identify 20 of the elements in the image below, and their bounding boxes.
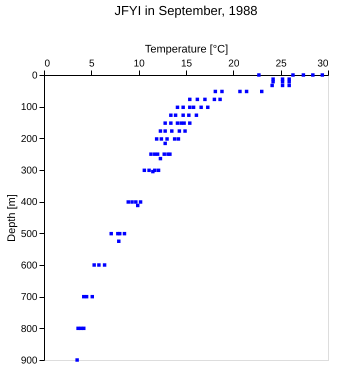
y-axis-title: Depth [m] xyxy=(6,194,18,242)
y-tick-label: 100 xyxy=(20,102,38,114)
x-tick-label: 25 xyxy=(276,58,288,70)
x-tick-label: 5 xyxy=(89,58,96,70)
y-tick-label: 700 xyxy=(20,292,38,304)
x-tick-label: 0 xyxy=(44,58,50,70)
chart-title: JFYI in September, 1988 xyxy=(114,3,258,18)
y-tick-label: 200 xyxy=(20,134,38,145)
y-tick-label: 300 xyxy=(20,166,38,176)
x-tick-label: 10 xyxy=(134,58,146,70)
x-axis-title: Temperature [°C] xyxy=(144,44,228,56)
x-tick-label: 20 xyxy=(228,58,240,70)
y-tick-label: 0 xyxy=(32,70,38,82)
x-tick-label: 30 xyxy=(317,58,329,70)
y-tick-label: 600 xyxy=(20,260,38,272)
y-tick-label: 900 xyxy=(20,356,38,366)
y-tick-label: 800 xyxy=(20,324,38,335)
y-tick-label: 500 xyxy=(20,228,38,240)
y-tick-label: 400 xyxy=(20,197,38,208)
x-tick-label: 15 xyxy=(180,58,192,70)
